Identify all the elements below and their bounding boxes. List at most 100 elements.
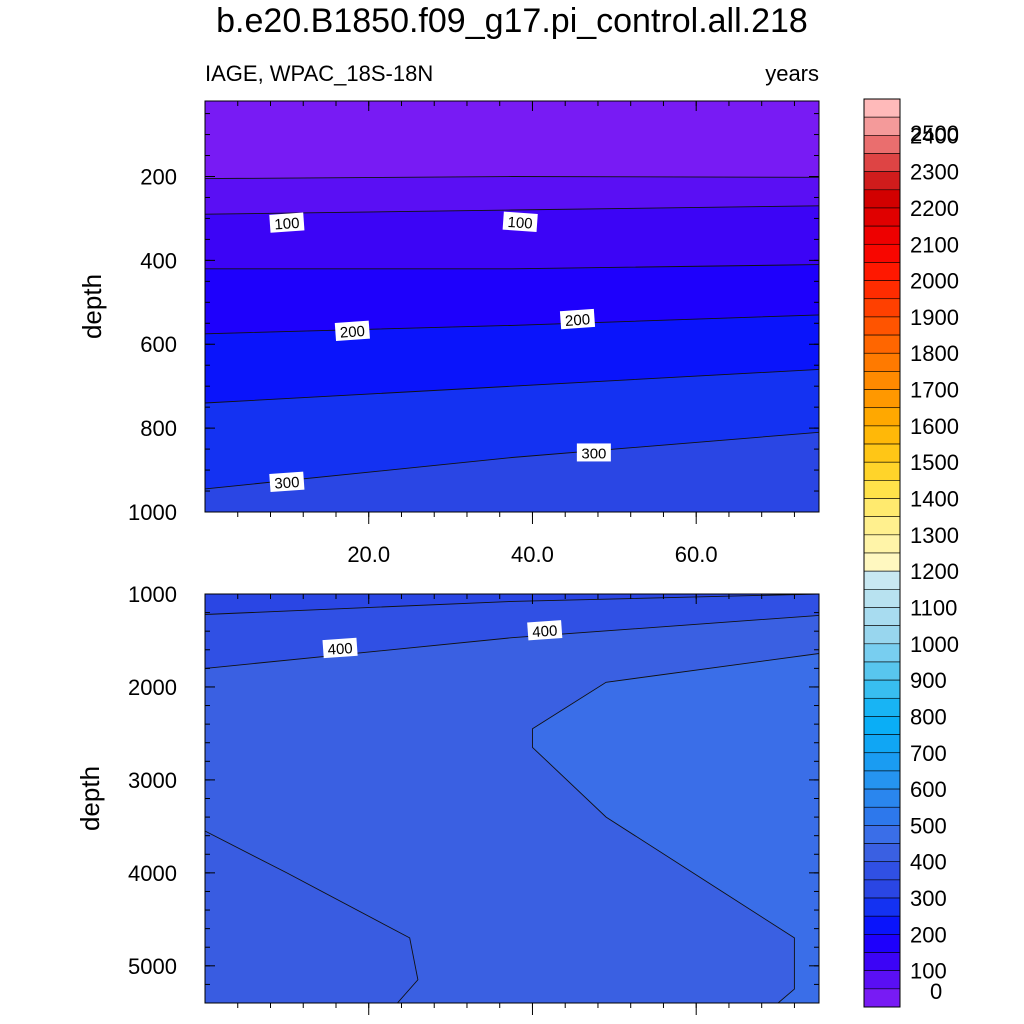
contour-line-150 <box>205 264 819 270</box>
colorbar-swatch <box>863 480 901 499</box>
contour-label-text: 100 <box>274 215 300 234</box>
contour-line-50 <box>205 176 819 180</box>
units-label: years <box>765 61 819 86</box>
contour-label-text: 200 <box>565 311 591 330</box>
colorbar-swatch <box>863 661 901 681</box>
chart-title: b.e20.B1850.f09_g17.pi_control.all.218 <box>216 2 808 40</box>
colorbar-swatch <box>863 752 901 772</box>
colorbar-swatch <box>863 135 901 154</box>
colorbar-swatch <box>863 788 901 808</box>
colorbar-tick-label: 2000 <box>910 269 959 294</box>
contour-line-300 <box>205 431 819 490</box>
contour-line-100 <box>205 205 819 215</box>
panel-body <box>205 101 819 512</box>
colorbar-tick-label: 1100 <box>910 595 957 620</box>
colorbar-swatch <box>863 98 901 118</box>
colorbar-tick-label: 1200 <box>910 559 959 584</box>
colorbar-swatch <box>863 262 901 281</box>
contour-fill-band <box>205 369 819 489</box>
colorbar-swatch <box>863 153 901 172</box>
contour-label-box <box>269 471 305 492</box>
y-tick-label: 3000 <box>128 768 177 793</box>
contour-fill-band <box>205 264 819 334</box>
y-tick-label: 5000 <box>128 954 177 979</box>
colorbar-swatch <box>863 915 901 935</box>
colorbar-swatch <box>863 389 901 409</box>
colorbar-swatch <box>863 498 901 517</box>
colorbar-swatch <box>863 207 901 227</box>
colorbar-swatch <box>863 625 901 645</box>
colorbar-tick-label: 700 <box>910 741 947 766</box>
colorbar-swatch <box>863 425 901 445</box>
contour-fill-band <box>205 831 418 1003</box>
contour-label: 300 <box>269 471 305 493</box>
contour-label-text: 100 <box>507 214 533 233</box>
colorbar-tick-label: 2100 <box>910 232 959 257</box>
colorbar-tick-label: 2500 <box>910 121 959 146</box>
colorbar-swatch <box>863 171 901 191</box>
colorbar-swatch <box>863 225 901 245</box>
colorbar-swatch <box>863 861 901 881</box>
colorbar-tick-label: 1300 <box>910 523 959 548</box>
colorbar-tick-label: 1600 <box>910 414 959 439</box>
colorbar-swatch <box>863 570 901 590</box>
colorbar-swatch <box>863 770 901 790</box>
contour-label-text: 300 <box>581 445 606 462</box>
y-tick-label: 2000 <box>128 675 177 700</box>
colorbar-swatch <box>863 643 901 663</box>
contour-label: 400 <box>527 620 563 641</box>
colorbar-tick-label: 1500 <box>910 450 959 475</box>
colorbar-swatch <box>863 516 901 536</box>
colorbar-swatch <box>863 552 901 572</box>
colorbar-swatch <box>863 716 901 735</box>
contour-label-text: 400 <box>327 640 353 659</box>
colorbar-swatch <box>863 734 901 754</box>
contour-label-text: 400 <box>532 622 558 641</box>
colorbar-tick-label: 400 <box>910 850 947 875</box>
x-tick-label: 40.0 <box>511 542 554 567</box>
contour-label-box <box>559 308 596 330</box>
contour-label-box <box>502 211 538 232</box>
colorbar-tick-label: 800 <box>910 704 947 729</box>
contour-fill-band <box>205 101 819 179</box>
colorbar-swatch <box>863 116 901 136</box>
colorbar-tick-label: 1000 <box>910 632 959 657</box>
colorbar-swatch <box>863 534 901 554</box>
contour-label: 200 <box>334 320 370 342</box>
y-tick-label: 1000 <box>128 582 177 607</box>
contour-line-350 <box>205 594 819 615</box>
colorbar-tick-label: 2400 <box>910 123 959 148</box>
colorbar-tick-label: 2300 <box>910 160 959 185</box>
colorbar-tick-label: 900 <box>910 668 947 693</box>
colorbar-swatch <box>863 280 901 300</box>
contour-label: 400 <box>322 637 358 659</box>
colorbar-swatch <box>863 934 901 953</box>
colorbar-swatch <box>863 443 901 463</box>
colorbar-swatch <box>863 607 901 626</box>
y-axis-label: depth <box>77 274 107 339</box>
contour-line-450 <box>532 653 819 1003</box>
colorbar-swatch <box>863 334 901 354</box>
colorbar-tick-label: 600 <box>910 777 947 802</box>
upper-panel: 100 100 200 200 300 300 200 400 600 800 1000 depth 2… <box>77 100 820 567</box>
colorbar-swatch <box>863 952 901 971</box>
contour-label-text: 300 <box>274 474 300 493</box>
variable-label: IAGE, WPAC_18S-18N <box>205 61 434 86</box>
contour-fill-band <box>205 205 819 269</box>
y-tick-label: 200 <box>140 164 177 189</box>
contour-label-box <box>269 212 305 233</box>
contour-line-250 <box>205 368 819 404</box>
x-tick-label: 20.0 <box>347 542 390 567</box>
contour-label: 100 <box>269 212 305 234</box>
contour-label-box <box>334 320 370 341</box>
colorbar-swatch <box>863 352 901 372</box>
panel-body <box>205 594 819 1003</box>
y-tick-label: 1000 <box>128 500 177 525</box>
colorbar-swatch <box>863 461 901 481</box>
colorbar-swatch <box>863 697 901 717</box>
contour-label-box <box>322 637 358 659</box>
colorbar-tick-label: 100 <box>910 959 947 984</box>
colorbar-tick-label: 1400 <box>910 487 959 512</box>
y-tick-label: 4000 <box>128 861 177 886</box>
